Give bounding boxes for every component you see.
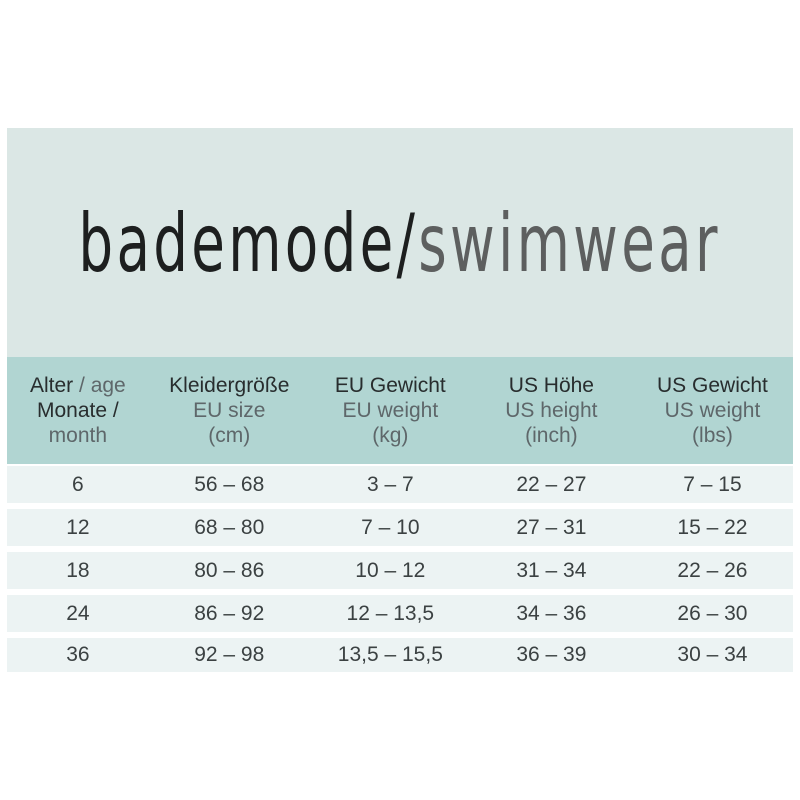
header-line: EU Gewicht bbox=[334, 374, 446, 397]
header-line: (inch) bbox=[525, 424, 578, 447]
cell-eu-size: 56 – 68 bbox=[194, 472, 265, 496]
header-line: US Gewicht bbox=[657, 374, 768, 397]
cell-eu-size: 86 – 92 bbox=[194, 601, 265, 625]
header-line: US weight bbox=[664, 399, 761, 422]
header-line: (kg) bbox=[372, 424, 409, 447]
page-title: bademode/swimwear bbox=[79, 202, 721, 283]
cell-us-weight: 22 – 26 bbox=[677, 558, 748, 582]
cell-us-weight: 7 – 15 bbox=[683, 472, 742, 496]
cell-eu-weight: 12 – 13,5 bbox=[346, 601, 435, 625]
column-header-eu-weight: EU Gewicht EU weight (kg) bbox=[310, 373, 471, 448]
cell-age-months: 24 bbox=[66, 601, 90, 625]
column-header-us-weight: US Gewicht US weight (lbs) bbox=[632, 373, 793, 448]
title-english: swimwear bbox=[418, 195, 722, 290]
cell-age-months: 36 bbox=[66, 643, 90, 666]
cell-us-weight: 30 – 34 bbox=[677, 643, 748, 666]
cell-us-height: 36 – 39 bbox=[516, 643, 587, 666]
header-line: EU size bbox=[193, 399, 266, 422]
title-area: bademode/swimwear bbox=[7, 128, 793, 357]
header-line: Alter / age bbox=[30, 374, 126, 397]
cell-age-months: 6 bbox=[72, 472, 84, 496]
cell-us-height: 22 – 27 bbox=[516, 472, 587, 496]
table-row: 36 92 – 98 13,5 – 15,5 36 – 39 30 – 34 bbox=[7, 638, 793, 672]
column-header-us-height: US Höhe US height (inch) bbox=[471, 373, 632, 448]
header-line: month bbox=[48, 424, 108, 447]
cell-us-weight: 15 – 22 bbox=[677, 515, 748, 539]
title-german: bademode/ bbox=[78, 195, 419, 290]
cell-age-months: 18 bbox=[66, 558, 90, 582]
header-line: US height bbox=[505, 399, 598, 422]
cell-eu-weight: 10 – 12 bbox=[355, 558, 426, 582]
cell-eu-size: 92 – 98 bbox=[194, 643, 265, 666]
header-line: Kleidergröße bbox=[169, 374, 290, 397]
header-line: US Höhe bbox=[508, 374, 594, 397]
cell-age-months: 12 bbox=[66, 515, 90, 539]
header-line: Monate / bbox=[37, 399, 119, 422]
cell-us-height: 34 – 36 bbox=[516, 601, 587, 625]
cell-eu-weight: 13,5 – 15,5 bbox=[337, 643, 443, 666]
cell-eu-weight: 3 – 7 bbox=[366, 472, 414, 496]
table-body: 6 56 – 68 3 – 7 22 – 27 7 – 15 12 68 – 8… bbox=[7, 464, 793, 672]
cell-eu-size: 80 – 86 bbox=[194, 558, 265, 582]
cell-us-height: 27 – 31 bbox=[516, 515, 587, 539]
column-header-eu-size: Kleidergröße EU size (cm) bbox=[149, 373, 310, 448]
table-row: 6 56 – 68 3 – 7 22 – 27 7 – 15 bbox=[7, 466, 793, 503]
table-row: 12 68 – 80 7 – 10 27 – 31 15 – 22 bbox=[7, 509, 793, 546]
cell-us-weight: 26 – 30 bbox=[677, 601, 748, 625]
header-line: (cm) bbox=[208, 424, 251, 447]
size-chart-panel: bademode/swimwear Alter / age Monate / m… bbox=[7, 128, 793, 672]
cell-eu-size: 68 – 80 bbox=[194, 515, 265, 539]
header-line: EU weight bbox=[342, 399, 439, 422]
cell-us-height: 31 – 34 bbox=[516, 558, 587, 582]
table-row: 18 80 – 86 10 – 12 31 – 34 22 – 26 bbox=[7, 552, 793, 589]
table-row: 24 86 – 92 12 – 13,5 34 – 36 26 – 30 bbox=[7, 595, 793, 632]
cell-eu-weight: 7 – 10 bbox=[361, 515, 420, 539]
column-header-age: Alter / age Monate / month bbox=[7, 373, 149, 448]
header-line: (lbs) bbox=[692, 424, 733, 447]
table-header-row: Alter / age Monate / month Kleidergröße … bbox=[7, 357, 793, 464]
